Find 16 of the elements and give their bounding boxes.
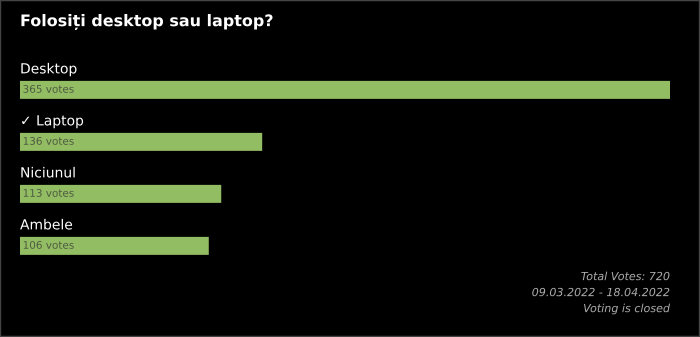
bar xyxy=(20,132,262,151)
bar xyxy=(20,184,222,203)
data-label: 136 votes xyxy=(24,136,74,145)
data-label: 106 votes xyxy=(24,240,74,249)
data-label: 365 votes xyxy=(23,84,74,93)
chart-title: Folosiți desktop sau laptop? xyxy=(21,14,273,30)
y-tick-label: ✓ Laptop xyxy=(22,115,84,128)
y-tick-label: Desktop xyxy=(21,62,77,76)
y-tick-label: Ambele xyxy=(20,218,72,230)
data-label: 113 votes xyxy=(24,188,74,197)
text: 09.03.2022 - 18.04.2022 xyxy=(532,288,670,296)
text: Voting is closed xyxy=(584,304,670,314)
bar xyxy=(20,80,670,99)
bar xyxy=(20,236,209,255)
text: Total Votes: 720 xyxy=(581,272,670,280)
y-tick-label: Niciunul xyxy=(21,166,75,178)
